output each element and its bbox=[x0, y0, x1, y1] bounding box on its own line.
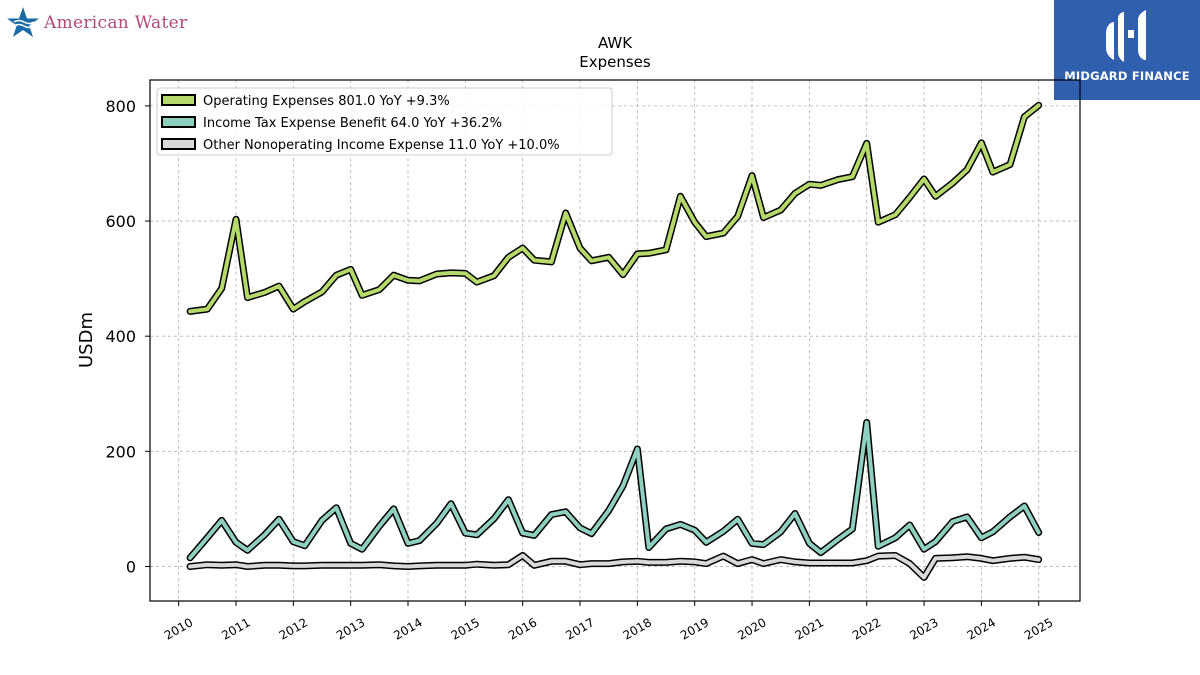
x-tick-label: 2022 bbox=[850, 615, 883, 642]
y-axis: 0 200 400 600 800 bbox=[105, 97, 150, 576]
x-tick-label: 2025 bbox=[1022, 615, 1055, 642]
x-tick-label: 2014 bbox=[391, 615, 424, 642]
x-tick-label: 2021 bbox=[793, 615, 826, 642]
legend-swatch bbox=[161, 116, 196, 128]
y-axis-label: USDm bbox=[76, 312, 97, 368]
y-tick-label: 600 bbox=[105, 212, 136, 231]
y-tick-label: 0 bbox=[126, 557, 136, 576]
american-water-logo-text: American Water bbox=[44, 13, 188, 33]
chart-title: AWK bbox=[598, 34, 633, 52]
series-line bbox=[188, 103, 1041, 314]
series-lines bbox=[186, 101, 1043, 581]
y-tick-label: 200 bbox=[105, 442, 136, 461]
gridlines bbox=[150, 80, 1080, 601]
midgard-emblem-icon bbox=[1106, 10, 1146, 62]
x-axis: 2010 2011 2012 2013 2014 2015 2016 2017 2018 2019… bbox=[162, 601, 1055, 643]
x-tick-label: 2016 bbox=[506, 615, 539, 642]
chart-subtitle: Expenses bbox=[579, 53, 651, 71]
x-tick-label: 2018 bbox=[621, 615, 654, 642]
series-outline bbox=[186, 419, 1043, 562]
x-tick-label: 2015 bbox=[449, 615, 482, 642]
x-tick-label: 2010 bbox=[162, 615, 195, 642]
plot-frame bbox=[149, 79, 1081, 602]
midgard-finance-logo: MIDGARD FINANCE bbox=[1054, 0, 1200, 100]
x-tick-label: 2017 bbox=[563, 615, 596, 642]
x-tick-label: 2013 bbox=[334, 615, 367, 642]
legend-swatch bbox=[161, 138, 196, 150]
x-tick-label: 2020 bbox=[735, 615, 768, 642]
y-tick-label: 400 bbox=[105, 327, 136, 346]
legend-label: Other Nonoperating Income Expense 11.0 Y… bbox=[203, 138, 560, 153]
x-tick-label: 2011 bbox=[219, 615, 252, 642]
legend-swatch bbox=[161, 94, 196, 106]
legend-box bbox=[156, 87, 613, 156]
legend: Operating Expenses 801.0 YoY +9.3% Income… bbox=[156, 87, 613, 156]
star-icon bbox=[7, 7, 39, 37]
x-tick-label: 2024 bbox=[965, 615, 998, 642]
series-line bbox=[188, 553, 1041, 580]
x-tick-label: 2019 bbox=[678, 615, 711, 642]
legend-label: Operating Expenses 801.0 YoY +9.3% bbox=[203, 94, 450, 109]
legend-label: Income Tax Expense Benefit 64.0 YoY +36.… bbox=[203, 116, 502, 131]
midgard-finance-logo-text: MIDGARD FINANCE bbox=[1064, 69, 1190, 83]
series-line bbox=[188, 420, 1041, 560]
x-tick-label: 2012 bbox=[277, 615, 310, 642]
american-water-logo: American Water bbox=[6, 6, 187, 40]
x-tick-label: 2023 bbox=[907, 615, 940, 642]
y-tick-label: 800 bbox=[105, 97, 136, 116]
